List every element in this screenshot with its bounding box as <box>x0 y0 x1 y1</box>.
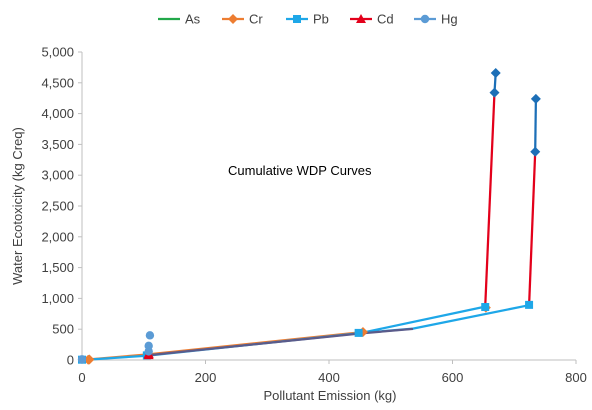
curve-line <box>485 92 494 307</box>
x-axis-title: Pollutant Emission (kg) <box>264 388 397 403</box>
curve-line <box>82 307 483 360</box>
legend-marker-hg <box>421 15 429 23</box>
legend-label-pb: Pb <box>313 12 329 27</box>
chart-annotation: Cumulative WDP Curves <box>228 163 372 178</box>
x-tick-label: 0 <box>78 370 85 385</box>
data-point-hg <box>78 355 86 363</box>
markers <box>78 68 541 365</box>
y-tick-label: 4,500 <box>41 75 74 90</box>
y-tick-label: 3,500 <box>41 137 74 152</box>
legend: As Cr Pb Cd Hg <box>158 12 458 27</box>
y-tick-label: 3,000 <box>41 168 74 183</box>
legend-label-cr: Cr <box>249 12 263 27</box>
axes: 0 500 1,000 1,500 2,000 2,500 3,000 3,500 4,000 4… <box>41 45 586 386</box>
curve-line <box>147 329 413 356</box>
data-point-hg <box>146 331 154 339</box>
curve-end-point <box>491 68 501 78</box>
curves <box>82 73 536 360</box>
y-tick-label: 500 <box>52 322 74 337</box>
data-point-pb <box>525 301 533 309</box>
curve-line <box>529 152 535 305</box>
data-point-hg <box>144 342 152 350</box>
legend-marker-pb <box>293 15 301 23</box>
x-tick-label: 600 <box>442 370 464 385</box>
curve-line <box>535 99 536 152</box>
y-tick-label: 4,000 <box>41 106 74 121</box>
data-point-pb <box>355 329 363 337</box>
y-tick-label: 2,000 <box>41 229 74 244</box>
y-tick-label: 2,500 <box>41 199 74 214</box>
curve-line <box>361 305 529 333</box>
curve-end-point <box>531 94 541 104</box>
x-tick-label: 400 <box>318 370 340 385</box>
x-tick-label: 200 <box>195 370 217 385</box>
x-tick-label: 800 <box>565 370 587 385</box>
y-tick-label: 1,500 <box>41 260 74 275</box>
data-point-pb <box>481 303 489 311</box>
legend-marker-cr <box>228 14 238 24</box>
y-tick-label: 0 <box>67 353 74 368</box>
y-tick-label: 1,000 <box>41 291 74 306</box>
curve-end-point <box>489 88 499 98</box>
legend-label-as: As <box>185 12 201 27</box>
legend-label-hg: Hg <box>441 12 458 27</box>
curve-end-point <box>530 147 540 157</box>
y-axis-title: Water Ecotoxicity (kg Creq) <box>10 127 25 285</box>
legend-label-cd: Cd <box>377 12 394 27</box>
y-tick-label: 5,000 <box>41 45 74 60</box>
